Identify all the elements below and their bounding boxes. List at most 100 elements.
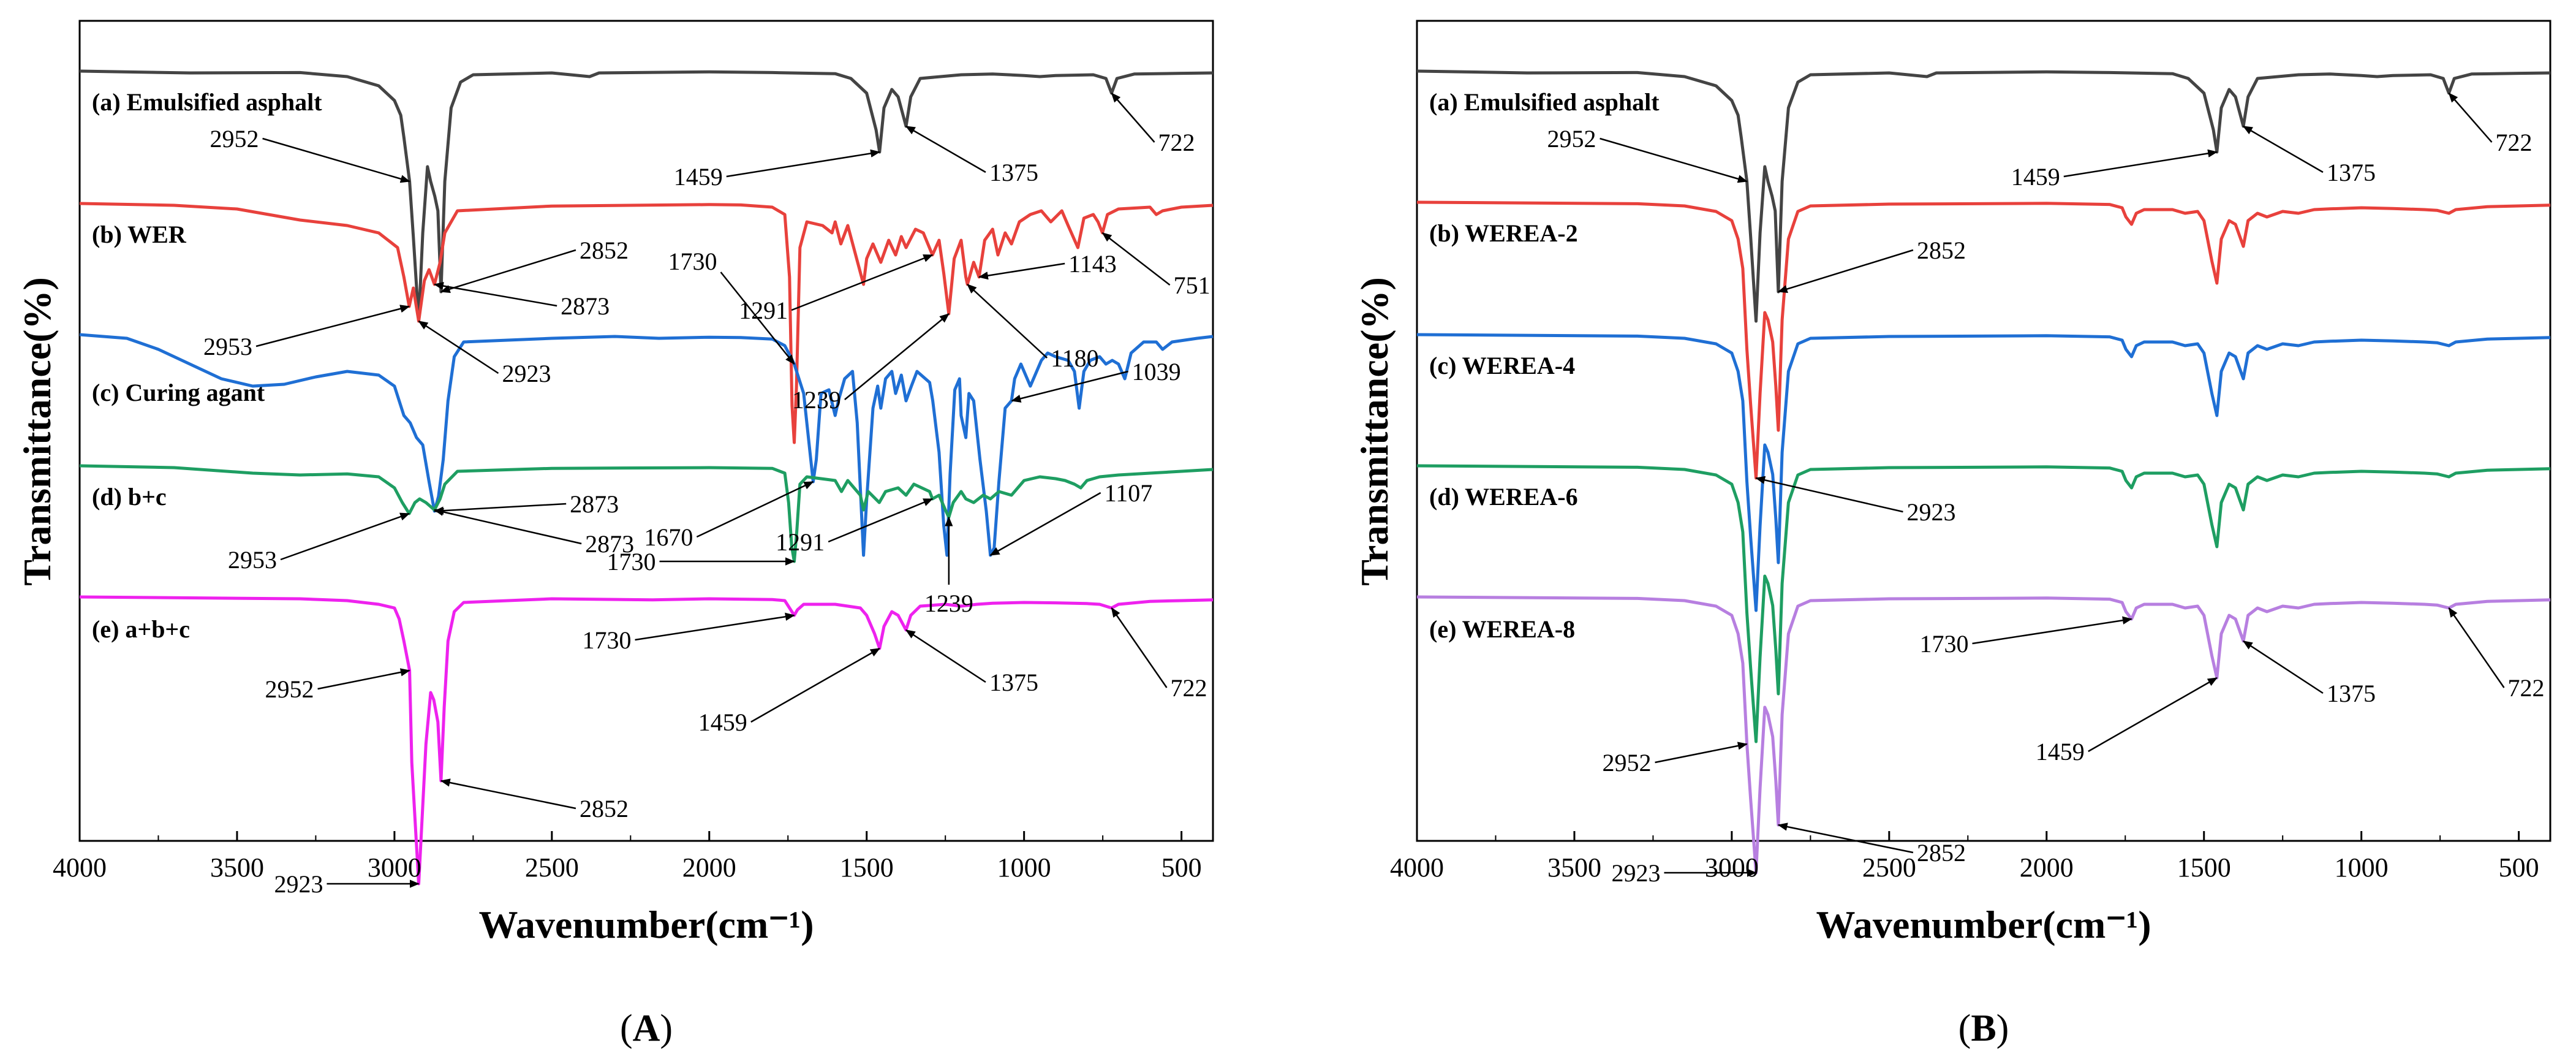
annotation-arrow — [2448, 607, 2505, 688]
annotation-arrow — [1655, 742, 1748, 764]
peak-annotation: 1291 — [739, 297, 788, 324]
peak-annotation: 2953 — [203, 333, 252, 360]
annotation-arrow — [1600, 137, 1748, 183]
peak-annotation: 1291 — [776, 528, 825, 556]
peak-annotation: 2852 — [580, 237, 629, 264]
annotation-arrow — [978, 262, 1065, 280]
panel-label-b: (B) — [1958, 1008, 2009, 1049]
x-tick-label: 1500 — [840, 853, 894, 883]
peak-annotation: 1039 — [1132, 358, 1181, 386]
x-axis-title: Wavenumber(cm⁻¹) — [1816, 903, 2151, 946]
annotation-arrow — [828, 498, 934, 543]
peak-annotation: 1459 — [2036, 738, 2085, 765]
peak-annotation: 2923 — [1611, 859, 1660, 887]
x-tick-label: 1000 — [997, 853, 1051, 883]
peak-annotation: 1459 — [674, 163, 723, 191]
y-axis-title: Transmittance(%) — [15, 277, 59, 586]
spectrum-line — [79, 464, 1214, 563]
peak-annotation: 1375 — [989, 669, 1038, 696]
peak-annotation: 1730 — [668, 248, 717, 275]
x-tick-label: 4000 — [53, 853, 107, 883]
series-label: (a) Emulsified asphalt — [1429, 88, 1660, 116]
series-label: (e) a+b+c — [92, 615, 190, 643]
peak-annotation: 1143 — [1068, 250, 1117, 278]
peak-annotation: 2923 — [502, 360, 551, 387]
annotation-arrow — [433, 507, 582, 545]
series-label: (d) b+c — [92, 483, 167, 511]
peak-annotation: 1375 — [2327, 159, 2376, 186]
x-tick-label: 1000 — [2335, 853, 2389, 883]
spectrum-line — [1416, 333, 2551, 612]
peak-annotation: 1730 — [1920, 630, 1969, 658]
x-tick-label: 3500 — [210, 853, 264, 883]
peak-annotation: 1107 — [1105, 479, 1153, 507]
series-label: (a) Emulsified asphalt — [92, 88, 322, 116]
annotation-arrow — [1972, 616, 2132, 645]
annotation-arrow — [440, 778, 576, 810]
annotation-arrow — [1755, 476, 1903, 513]
peak-annotation: 2873 — [570, 490, 619, 518]
peak-annotation: 1459 — [2011, 163, 2060, 191]
peak-annotation: 2852 — [1917, 839, 1966, 867]
annotation-arrow — [967, 284, 1048, 359]
peak-annotation: 1375 — [2327, 680, 2376, 707]
annotation-arrow — [905, 125, 986, 173]
x-tick-label: 2000 — [2020, 853, 2074, 883]
annotation-arrow — [2448, 92, 2493, 143]
annotation-arrow — [791, 254, 934, 311]
peak-annotation: 722 — [2496, 129, 2533, 156]
annotation-arrow — [844, 313, 950, 400]
x-tick-label: 4000 — [1390, 853, 1444, 883]
peak-annotation: 2852 — [1917, 237, 1966, 264]
x-tick-label: 2500 — [525, 853, 579, 883]
peak-annotation: 1180 — [1051, 344, 1099, 372]
annotation-arrow — [720, 272, 795, 365]
peak-annotation: 2873 — [585, 530, 634, 558]
annotation-arrow — [280, 512, 410, 561]
peak-annotation: 1730 — [607, 548, 656, 575]
plot-frame — [78, 20, 1214, 842]
annotation-arrow — [2063, 149, 2218, 178]
x-tick-label: 3000 — [1705, 853, 1759, 883]
series-label: (c) Curing agant — [92, 379, 265, 406]
annotation-arrow — [2242, 640, 2324, 694]
annotation-arrow — [1111, 92, 1155, 143]
x-tick-label: 1500 — [2177, 853, 2231, 883]
x-tick-label: 2500 — [1862, 853, 1916, 883]
spectrum-line — [1416, 595, 2551, 875]
annotation-arrow — [726, 149, 881, 178]
series-label: (d) WEREA-6 — [1429, 483, 1578, 511]
annotation-arrow — [262, 137, 410, 183]
annotation-arrow — [433, 503, 567, 515]
annotation-arrow — [1101, 232, 1171, 286]
panel-label-a: (A) — [620, 1008, 673, 1049]
spectrum-line — [79, 202, 1214, 444]
annotation-arrow — [2242, 125, 2324, 173]
peak-annotation: 1239 — [792, 386, 841, 414]
spectrum-line — [1416, 464, 2551, 743]
annotation-arrow — [635, 612, 795, 641]
annotation-arrow — [905, 629, 986, 683]
annotation-arrow — [989, 492, 1101, 556]
peak-annotation: 1239 — [924, 590, 973, 617]
peak-annotation: 1670 — [644, 523, 693, 551]
spectrum-line — [79, 333, 1214, 557]
annotation-arrow — [1777, 822, 1914, 854]
annotation-arrow — [317, 668, 410, 690]
panel-a: (a) Emulsified asphalt (b) WER (c) Curing … — [15, 20, 1214, 1049]
x-tick-label: 500 — [1161, 853, 1202, 883]
annotation-arrow — [255, 305, 410, 348]
series-label: (c) WEREA-4 — [1429, 352, 1575, 379]
x-tick-label: 2000 — [682, 853, 736, 883]
peak-annotation: 2952 — [1603, 749, 1652, 777]
peak-annotation: 2923 — [1906, 498, 1955, 526]
peak-annotation: 1730 — [583, 626, 632, 654]
peak-annotation: 1459 — [698, 708, 747, 736]
annotation-arrow — [440, 249, 576, 294]
x-tick-label: 500 — [2499, 853, 2539, 883]
peak-annotation: 2873 — [561, 292, 610, 320]
spectrum-line — [1416, 200, 2551, 480]
series-label: (b) WER — [92, 221, 187, 248]
y-axis-title: Transmittance(%) — [1353, 277, 1396, 586]
